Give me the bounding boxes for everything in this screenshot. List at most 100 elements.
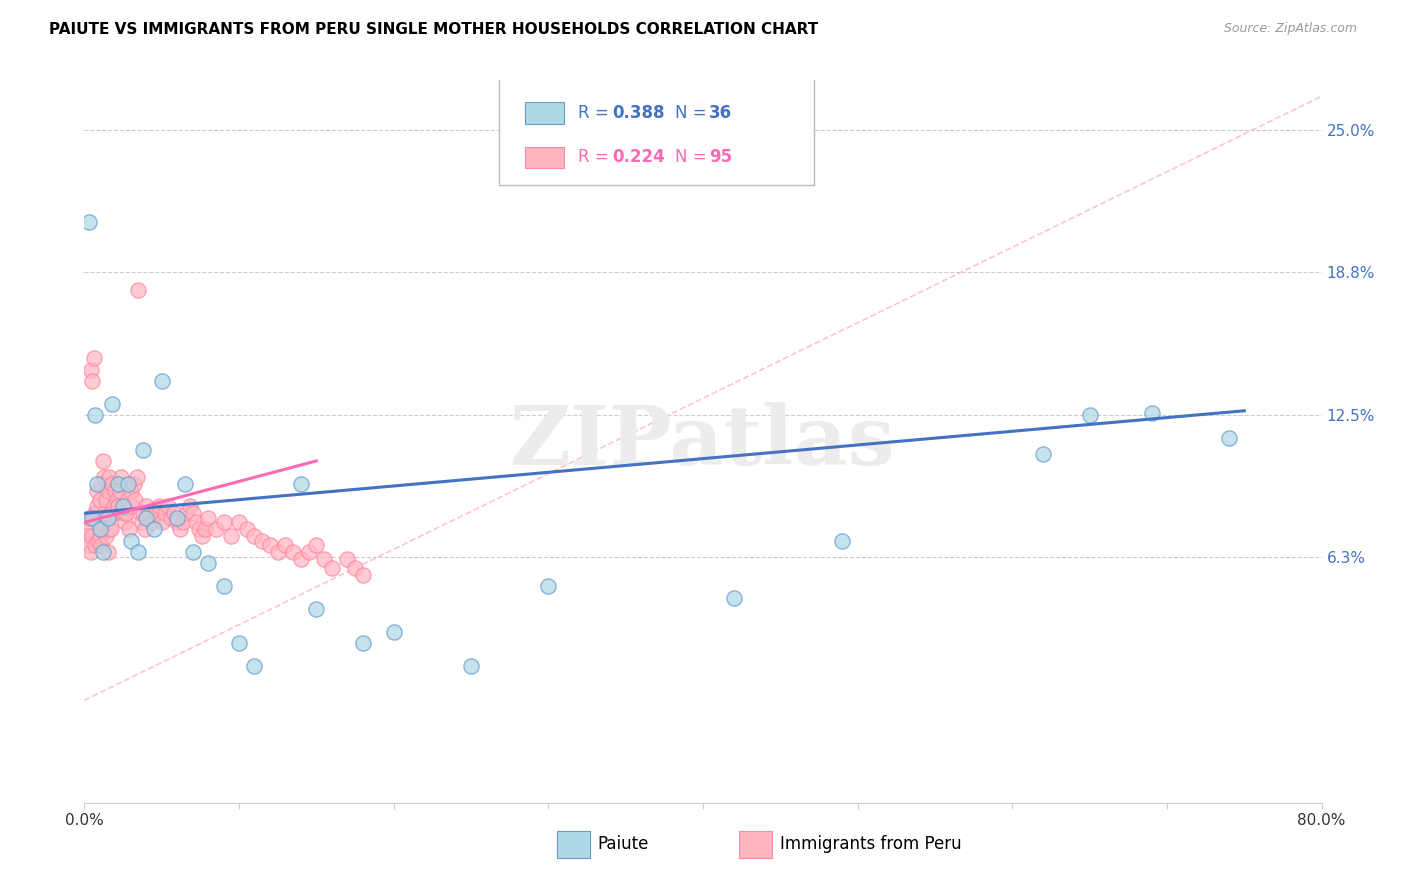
Point — [537, 579, 560, 593]
Point — [228, 516, 250, 530]
Point — [212, 579, 235, 593]
Point — [94, 492, 117, 507]
Point — [321, 561, 343, 575]
Point — [156, 500, 179, 514]
Point — [91, 545, 114, 559]
Point — [112, 506, 135, 520]
Point — [243, 659, 266, 673]
Point — [94, 529, 117, 543]
Point — [79, 545, 101, 559]
Text: ZIPatlas: ZIPatlas — [510, 401, 896, 482]
Point — [166, 516, 188, 530]
Point — [118, 522, 141, 536]
Point — [112, 500, 135, 514]
Point — [132, 506, 155, 520]
Point — [135, 511, 157, 525]
Point — [96, 545, 118, 559]
Point — [117, 476, 139, 491]
Point — [212, 516, 235, 530]
Point — [87, 516, 110, 530]
Point — [104, 483, 127, 498]
Point — [274, 538, 297, 552]
Point — [89, 492, 111, 507]
Point — [166, 511, 188, 525]
Point — [145, 506, 167, 520]
Point — [131, 516, 153, 530]
Point — [101, 476, 124, 491]
Text: N =: N = — [675, 148, 711, 167]
Point — [98, 522, 121, 536]
Point — [148, 500, 170, 514]
Point — [723, 591, 745, 605]
Point — [305, 538, 328, 552]
Point — [163, 506, 186, 520]
Point — [184, 516, 207, 530]
Point — [122, 476, 145, 491]
Point — [79, 363, 101, 377]
Point — [90, 476, 112, 491]
Point — [1078, 409, 1101, 423]
Point — [336, 552, 359, 566]
FancyBboxPatch shape — [524, 103, 564, 124]
Point — [228, 636, 250, 650]
Point — [127, 283, 149, 297]
FancyBboxPatch shape — [499, 78, 814, 185]
Point — [250, 533, 273, 548]
Point — [89, 529, 111, 543]
Point — [104, 506, 127, 520]
Point — [181, 545, 204, 559]
Text: Source: ZipAtlas.com: Source: ZipAtlas.com — [1223, 22, 1357, 36]
Point — [90, 538, 112, 552]
Text: R =: R = — [578, 104, 614, 122]
Text: Immigrants from Peru: Immigrants from Peru — [780, 835, 962, 853]
Point — [100, 522, 122, 536]
Point — [290, 552, 312, 566]
Point — [194, 522, 217, 536]
Point — [93, 470, 115, 484]
Point — [96, 483, 118, 498]
Point — [305, 602, 328, 616]
Text: R =: R = — [578, 148, 614, 167]
Point — [82, 529, 104, 543]
Point — [174, 476, 197, 491]
Point — [86, 500, 108, 514]
Point — [169, 522, 191, 536]
Point — [205, 522, 228, 536]
Point — [86, 483, 108, 498]
Point — [82, 511, 104, 525]
Point — [150, 516, 173, 530]
Point — [191, 529, 214, 543]
Point — [153, 506, 176, 520]
Point — [91, 454, 114, 468]
Point — [82, 374, 104, 388]
Text: Paiute: Paiute — [598, 835, 650, 853]
Point — [352, 636, 374, 650]
Point — [103, 500, 125, 514]
Point — [187, 522, 209, 536]
Point — [179, 500, 201, 514]
Point — [235, 522, 259, 536]
FancyBboxPatch shape — [557, 831, 591, 858]
Point — [343, 561, 366, 575]
Point — [197, 557, 219, 571]
Point — [77, 538, 100, 552]
Point — [108, 483, 131, 498]
Point — [101, 397, 124, 411]
Point — [132, 442, 155, 457]
Point — [1218, 431, 1240, 445]
Point — [297, 545, 319, 559]
Point — [77, 214, 100, 228]
Point — [124, 492, 146, 507]
Point — [1140, 406, 1163, 420]
Point — [134, 522, 156, 536]
Point — [290, 476, 312, 491]
Point — [243, 529, 266, 543]
Point — [120, 533, 142, 548]
Point — [141, 516, 163, 530]
Point — [259, 538, 281, 552]
Point — [75, 522, 97, 536]
Point — [83, 511, 105, 525]
Point — [87, 533, 110, 548]
Point — [460, 659, 482, 673]
Point — [197, 511, 219, 525]
